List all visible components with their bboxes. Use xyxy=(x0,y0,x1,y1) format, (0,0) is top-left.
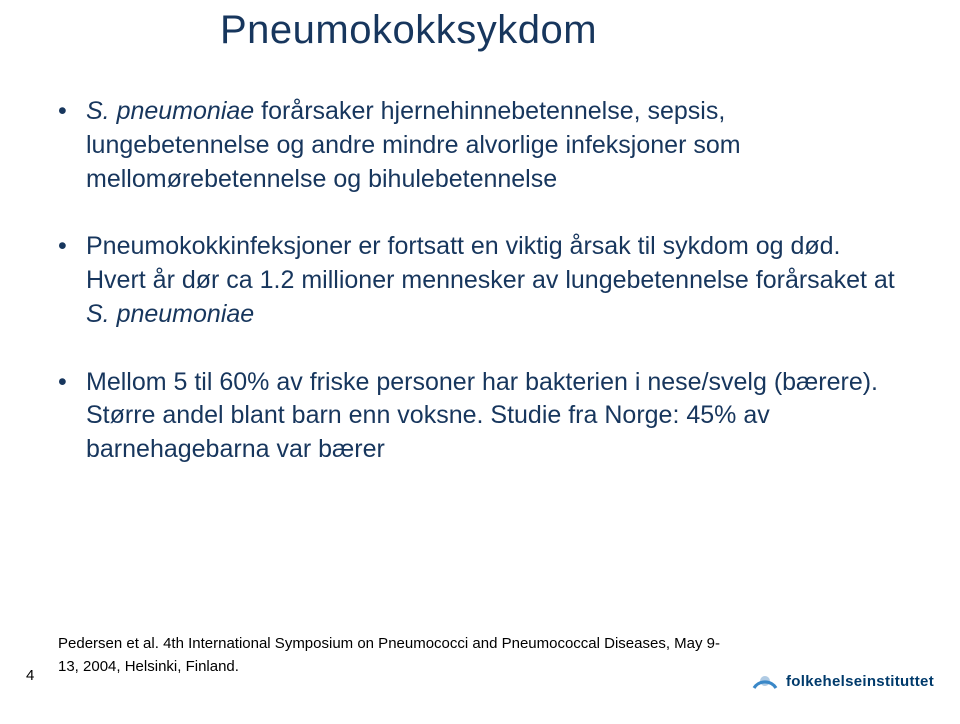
footnote: Pedersen et al. 4th International Sympos… xyxy=(58,632,740,679)
bullet-text: Mellom 5 til 60% av friske personer har … xyxy=(86,368,878,464)
slide: Pneumokokksykdom S. pneumoniae forårsake… xyxy=(0,0,960,724)
bullet-text: Pneumokokkinfeksjoner er fortsatt en vik… xyxy=(86,232,895,294)
bullet-item: Mellom 5 til 60% av friske personer har … xyxy=(58,366,900,467)
bullet-italic-tail: S. pneumoniae xyxy=(86,300,254,328)
slide-body: S. pneumoniae forårsaker hjernehinnebete… xyxy=(58,95,900,467)
logo: folkehelseinstituttet xyxy=(750,666,934,696)
slide-title: Pneumokokksykdom xyxy=(220,8,597,53)
bullet-italic-lead: S. pneumoniae xyxy=(86,97,254,125)
bullet-item: Pneumokokkinfeksjoner er fortsatt en vik… xyxy=(58,230,900,331)
bullet-list: S. pneumoniae forårsaker hjernehinnebete… xyxy=(58,95,900,467)
logo-text: folkehelseinstituttet xyxy=(786,673,934,690)
page-number: 4 xyxy=(26,667,34,684)
bullet-item: S. pneumoniae forårsaker hjernehinnebete… xyxy=(58,95,900,196)
logo-icon xyxy=(750,666,780,696)
